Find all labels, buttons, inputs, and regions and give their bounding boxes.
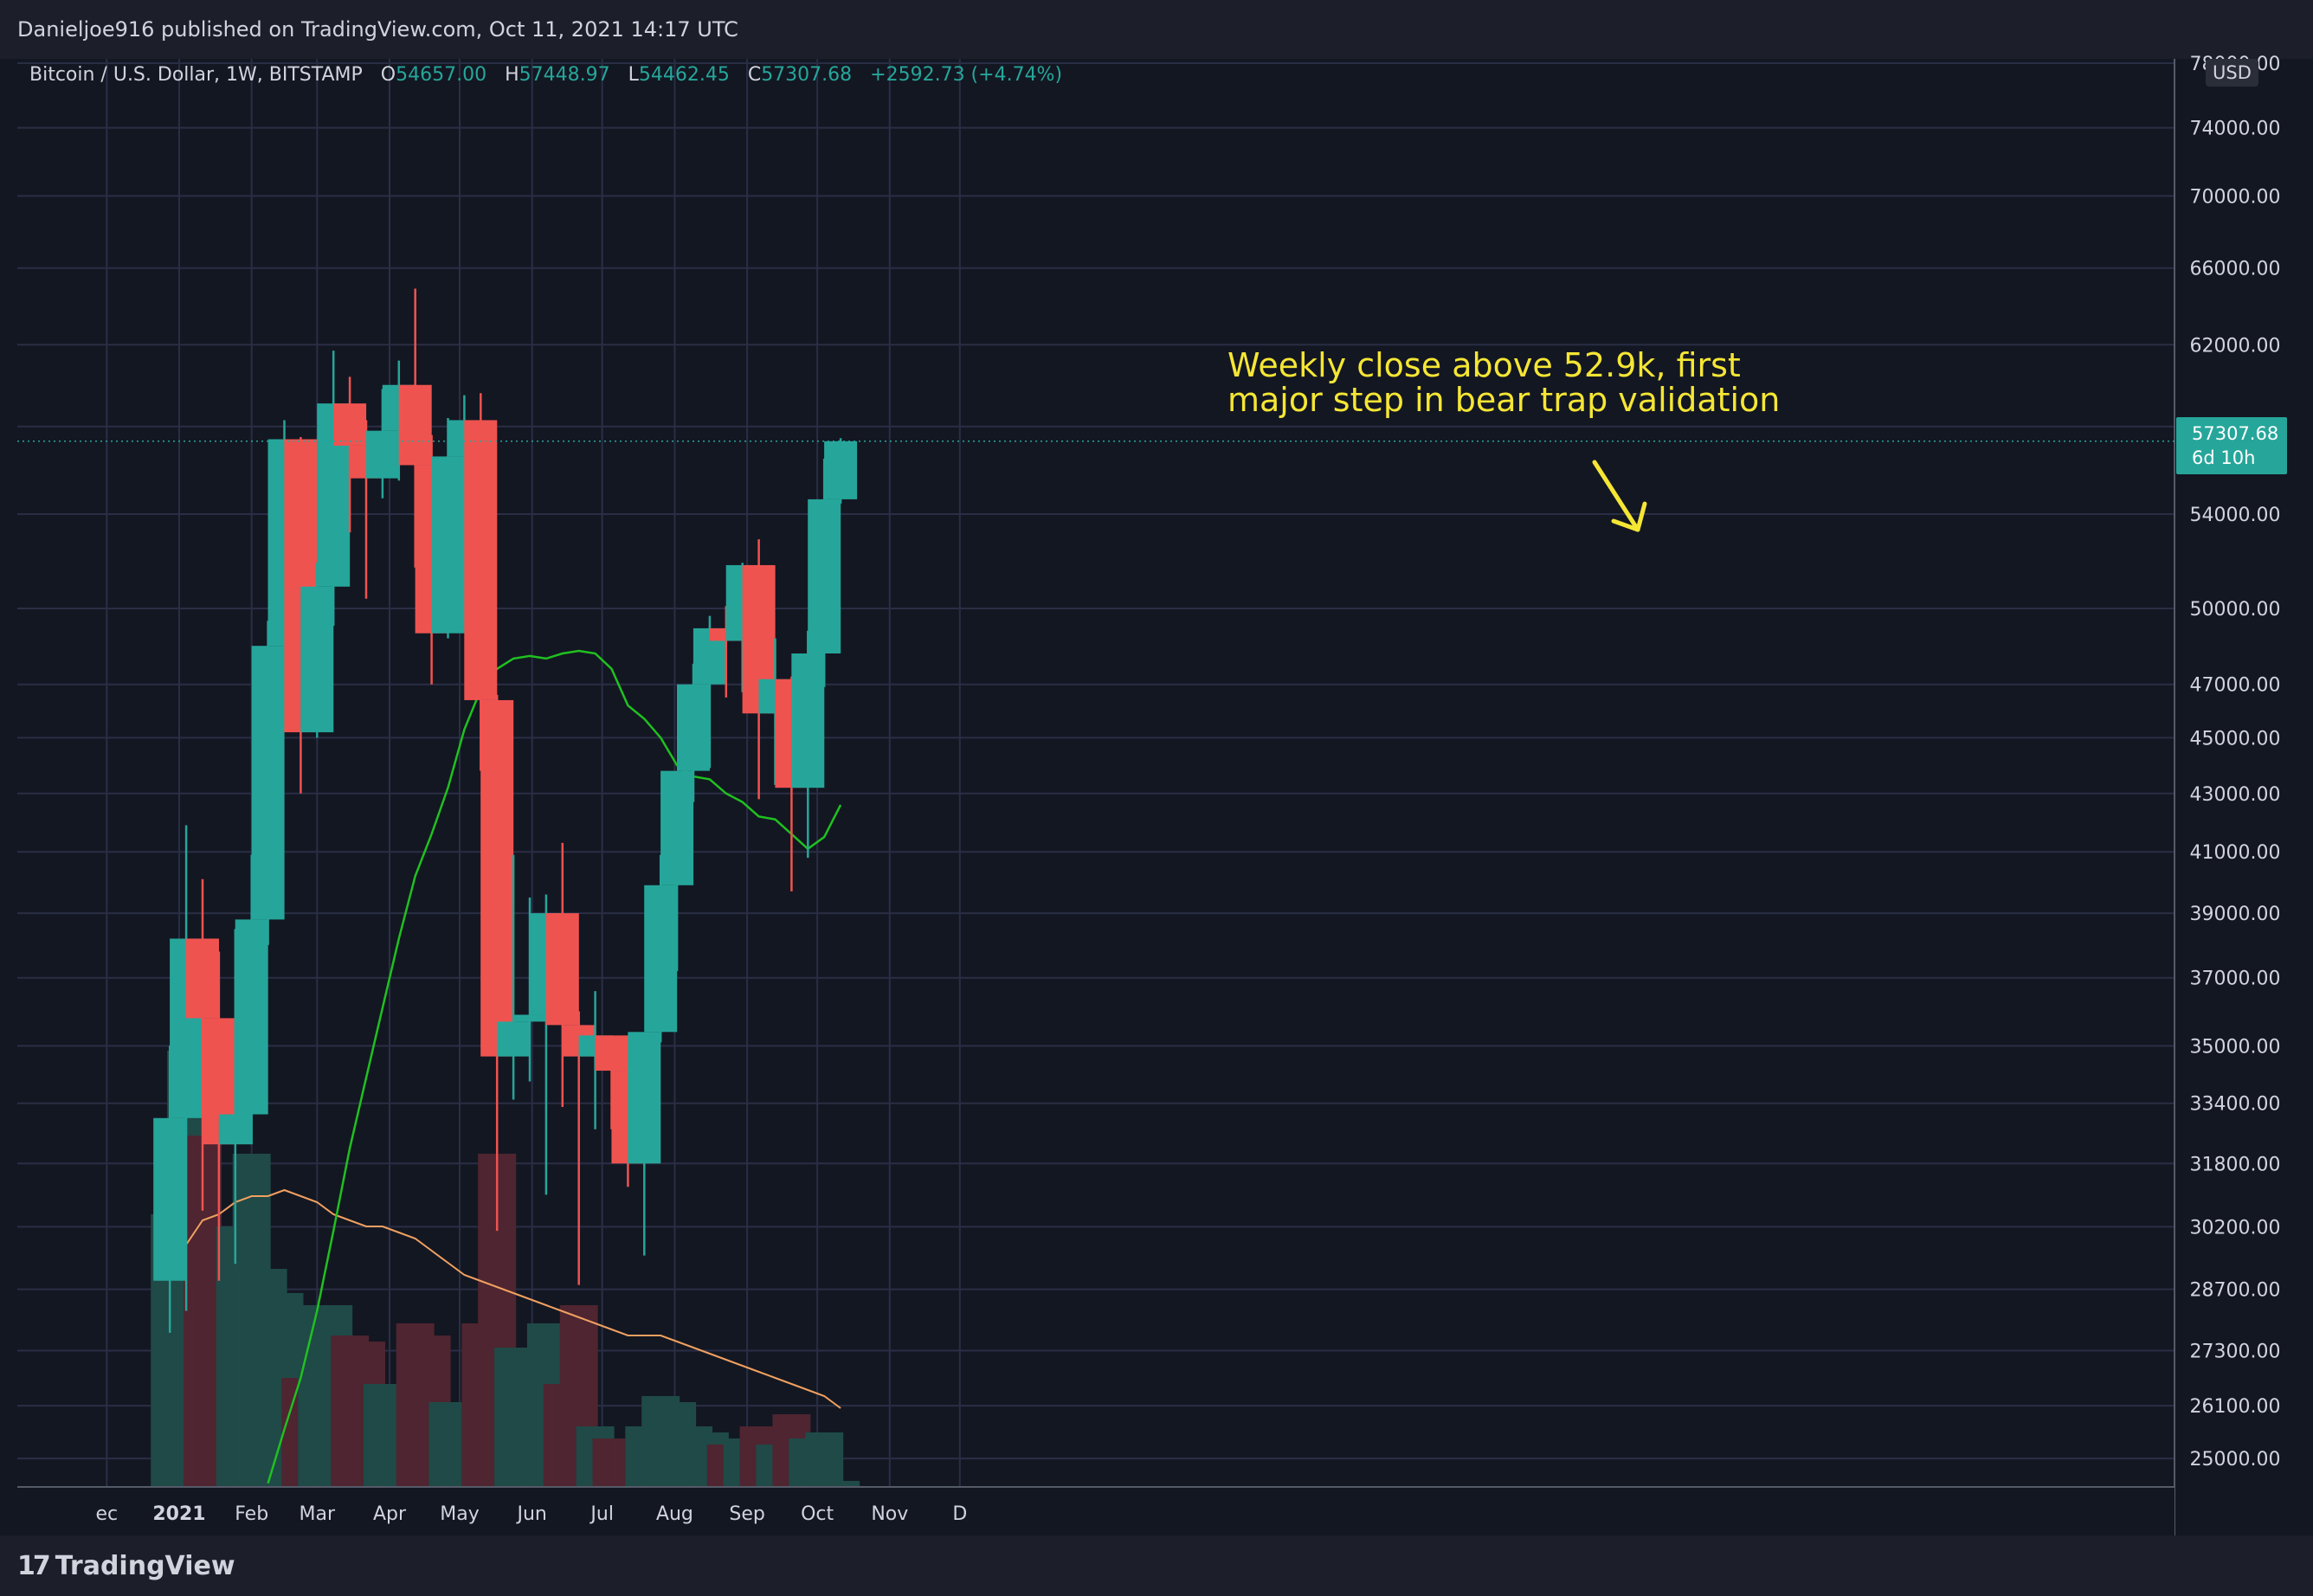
- candle-body: [300, 586, 334, 733]
- y-tick-label: 25000.00: [2190, 1449, 2281, 1471]
- y-tick-label: 54000.00: [2190, 505, 2281, 526]
- axes: 78000.0074000.0070000.0066000.0062000.00…: [17, 54, 2313, 1535]
- candle-body: [545, 913, 579, 1026]
- candle-body: [235, 919, 268, 1115]
- moving-average-line: [267, 649, 842, 1484]
- grid: [17, 59, 2174, 1535]
- close-value: 57307.68: [761, 64, 853, 86]
- close-label: C: [747, 64, 762, 86]
- open-label: O: [380, 64, 396, 86]
- y-tick-label: 37000.00: [2190, 969, 2281, 990]
- x-tick-label: Mar: [300, 1503, 336, 1525]
- y-tick-label: 33400.00: [2190, 1094, 2281, 1116]
- candle-body: [153, 1117, 187, 1281]
- symbol-legend: Bitcoin / U.S. Dollar, 1W, BITSTAMP O546…: [29, 64, 1062, 86]
- tradingview-logo-text: TradingView: [55, 1551, 235, 1581]
- y-tick-label: 31800.00: [2190, 1154, 2281, 1175]
- y-tick-label: 35000.00: [2190, 1036, 2281, 1058]
- x-tick-label: Oct: [801, 1503, 834, 1525]
- candle-body: [808, 499, 841, 654]
- candle-body: [628, 1032, 661, 1164]
- last-price-tag: 57307.68 6d 10h: [2176, 417, 2287, 474]
- publisher-header: Danieljoe916 published on TradingView.co…: [0, 0, 2313, 59]
- last-price-value: 57307.68: [2192, 423, 2279, 444]
- tradingview-logo-icon: 17: [17, 1551, 51, 1581]
- x-tick-label: Jul: [589, 1503, 614, 1525]
- low-label: L: [628, 64, 639, 86]
- tradingview-logo[interactable]: 17 TradingView: [17, 1551, 235, 1581]
- candle-body: [824, 441, 858, 499]
- candle-body: [464, 420, 498, 700]
- candle-body: [333, 403, 367, 446]
- candle-countdown: 6d 10h: [2192, 447, 2256, 468]
- volume-bar: [805, 1432, 844, 1487]
- candle-body: [398, 384, 432, 466]
- high-value: 57448.97: [519, 64, 610, 86]
- footer-bar: 17 TradingView: [0, 1535, 2313, 1596]
- annotation-text: Weekly close above 52.9k, first major st…: [1227, 348, 1780, 417]
- currency-badge[interactable]: USD: [2206, 59, 2258, 87]
- candles[interactable]: [153, 288, 858, 1333]
- volume-bars: [151, 1051, 860, 1487]
- annotation-line-1: Weekly close above 52.9k, first: [1227, 346, 1741, 384]
- x-tick-label: Sep: [729, 1503, 764, 1525]
- candle-body: [186, 938, 219, 1019]
- y-tick-label: 62000.00: [2190, 335, 2281, 357]
- x-tick-label: Aug: [656, 1503, 693, 1525]
- y-tick-label: 66000.00: [2190, 259, 2281, 280]
- annotation-line-2: major step in bear trap validation: [1227, 381, 1781, 419]
- candle-body: [595, 1035, 628, 1072]
- annotation-arrow-icon: [1592, 460, 1647, 532]
- symbol-title: Bitcoin / U.S. Dollar, 1W, BITSTAMP: [29, 64, 363, 86]
- candle-body: [431, 456, 465, 634]
- candle-body: [660, 770, 694, 885]
- candle-body: [513, 1014, 546, 1022]
- high-label: H: [505, 64, 519, 86]
- y-tick-label: 70000.00: [2190, 186, 2281, 208]
- y-tick-label: 47000.00: [2190, 675, 2281, 697]
- y-tick-label: 28700.00: [2190, 1280, 2281, 1302]
- y-tick-label: 45000.00: [2190, 728, 2281, 750]
- candle-body: [480, 699, 514, 1057]
- x-tick-label: ec: [95, 1503, 118, 1525]
- candle-body: [644, 885, 678, 1033]
- y-tick-label: 26100.00: [2190, 1396, 2281, 1418]
- time-axis-background: [17, 1487, 2174, 1535]
- candle-body: [497, 1021, 531, 1057]
- open-value: 54657.00: [396, 64, 487, 86]
- candle-body: [218, 1114, 252, 1145]
- volume-ma-line: [169, 1188, 841, 1409]
- x-tick-label: D: [952, 1503, 967, 1525]
- change-value: +2592.73 (+4.74%): [870, 64, 1063, 86]
- x-tick-label: Feb: [235, 1503, 268, 1525]
- volume-ma-layer: [169, 1188, 841, 1409]
- x-tick-label: 2021: [152, 1503, 205, 1525]
- y-tick-label: 39000.00: [2190, 904, 2281, 925]
- moving-average-layer: [267, 649, 842, 1484]
- low-value: 54462.45: [638, 64, 730, 86]
- price-axis-background: [2174, 59, 2313, 1535]
- y-tick-label: 74000.00: [2190, 119, 2281, 140]
- candle-body: [365, 430, 399, 479]
- candle-body: [677, 684, 710, 771]
- x-tick-label: Jun: [516, 1503, 547, 1525]
- x-tick-label: Apr: [373, 1503, 407, 1525]
- x-tick-label: Nov: [871, 1503, 908, 1525]
- x-tick-label: May: [440, 1503, 479, 1525]
- y-tick-label: 27300.00: [2190, 1341, 2281, 1362]
- candle-body: [251, 646, 285, 920]
- candle-body: [791, 653, 825, 788]
- y-tick-label: 43000.00: [2190, 784, 2281, 806]
- y-tick-label: 30200.00: [2190, 1217, 2281, 1239]
- publisher-line: Danieljoe916 published on TradingView.co…: [17, 17, 738, 42]
- volume-bar: [821, 1481, 860, 1487]
- y-tick-label: 41000.00: [2190, 842, 2281, 864]
- y-tick-label: 50000.00: [2190, 599, 2281, 621]
